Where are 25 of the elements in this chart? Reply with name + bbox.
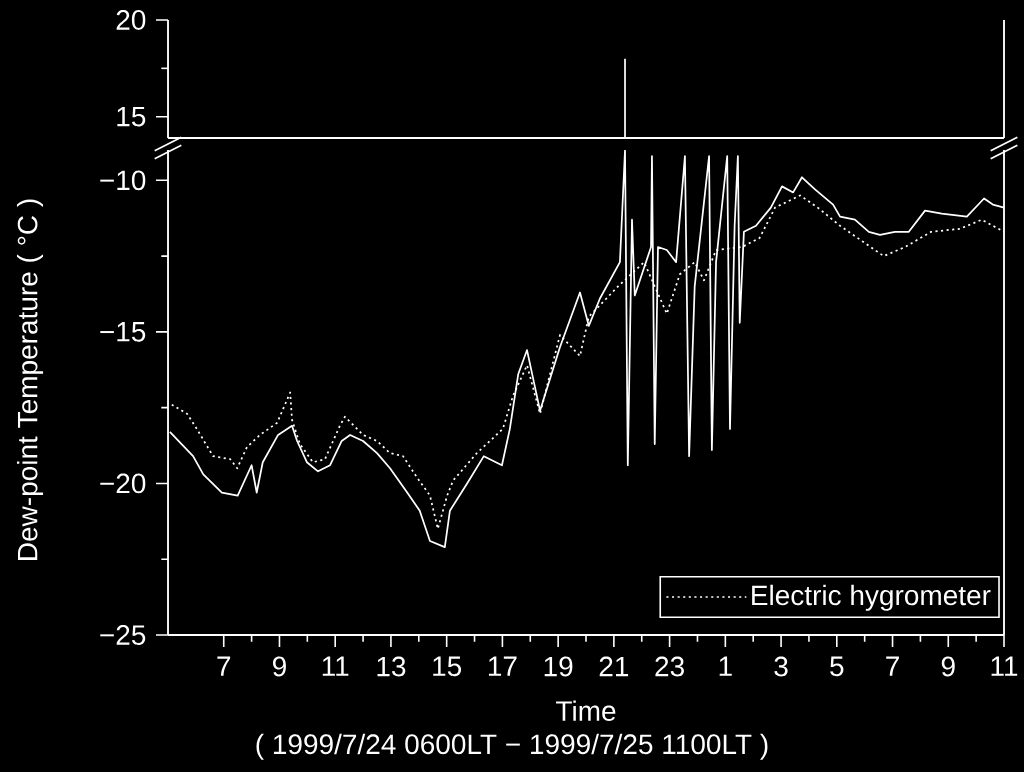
- x-tick-label: 13: [377, 656, 406, 677]
- x-tick-label: 15: [433, 656, 462, 677]
- y-axis-title: Dew-point Temperature ( °C ): [16, 199, 44, 560]
- x-tick-label: 23: [655, 656, 684, 677]
- y-tick-label: 15: [117, 106, 146, 127]
- x-tick-label: 9: [273, 656, 286, 677]
- y-tick-label: −25: [100, 625, 146, 645]
- text: ( 1999/7/24 0600LT − 1999/7/25 1100LT ): [256, 733, 768, 760]
- x-tick-label: 7: [886, 656, 899, 676]
- x-tick-label: 17: [488, 656, 517, 676]
- x-tick-label: 19: [544, 656, 573, 677]
- legend-label: Electric hygrometer: [752, 584, 991, 611]
- x-tick-label: 11: [322, 656, 349, 676]
- y-tick-label: −20: [100, 473, 146, 494]
- x-tick-label: 9: [941, 656, 955, 677]
- y-tick-label: −15: [100, 322, 146, 342]
- x-tick-label: 21: [599, 656, 629, 677]
- x-tick-label: 11: [991, 656, 1018, 676]
- x-tick-label: 3: [774, 656, 788, 677]
- x-tick-label: 1: [719, 656, 732, 676]
- y-tick-label: −10: [100, 170, 146, 191]
- x-tick-label: 5: [830, 656, 844, 677]
- x-tick-label: 7: [217, 656, 231, 676]
- y-tick-label: 20: [116, 10, 146, 30]
- x-axis-title: Time: [556, 700, 616, 721]
